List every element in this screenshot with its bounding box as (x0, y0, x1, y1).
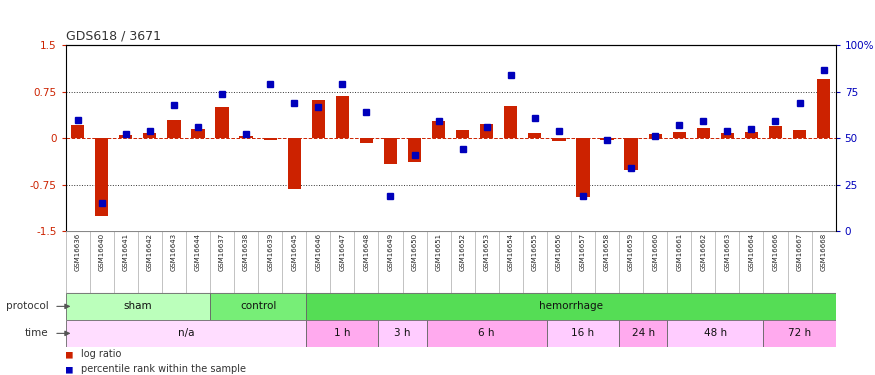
Bar (119, 135, 132, 138)
Text: GSM16638: GSM16638 (243, 233, 249, 271)
Text: GSM16660: GSM16660 (652, 233, 658, 271)
Text: GSM16652: GSM16652 (459, 233, 466, 271)
Bar (192, 129, 205, 138)
Text: GSM16655: GSM16655 (532, 233, 538, 271)
Bar (144, 133, 157, 138)
Text: GSM16653: GSM16653 (484, 233, 490, 271)
Text: GSM16637: GSM16637 (219, 233, 225, 271)
Bar (600, 138, 613, 140)
Text: hemorrhage: hemorrhage (539, 302, 603, 311)
Bar (721, 133, 734, 138)
Bar (288, 138, 301, 189)
Text: 24 h: 24 h (632, 328, 654, 338)
Text: log ratio: log ratio (81, 350, 122, 359)
Bar (625, 138, 638, 170)
Text: GSM16643: GSM16643 (171, 233, 177, 271)
Bar (648, 134, 662, 138)
Text: 16 h: 16 h (571, 328, 594, 338)
Text: GSM16656: GSM16656 (556, 233, 562, 271)
Text: ■: ■ (66, 364, 73, 374)
Text: GSM16640: GSM16640 (99, 233, 105, 271)
Bar (384, 138, 397, 164)
Text: GSM16668: GSM16668 (821, 233, 827, 271)
Bar (379, 320, 427, 347)
Bar (427, 320, 547, 347)
Text: n/a: n/a (178, 328, 194, 338)
Text: GSM16645: GSM16645 (291, 233, 298, 271)
Bar (306, 293, 836, 320)
Text: GSM16666: GSM16666 (773, 233, 779, 271)
Text: ■: ■ (66, 350, 73, 359)
Text: percentile rank within the sample: percentile rank within the sample (81, 364, 247, 374)
Text: GSM16663: GSM16663 (724, 233, 731, 271)
Text: GSM16654: GSM16654 (507, 233, 514, 271)
Bar (360, 138, 373, 143)
Bar (456, 130, 469, 138)
Bar (793, 130, 806, 138)
Bar (552, 138, 565, 141)
Text: GSM16636: GSM16636 (74, 233, 80, 271)
Bar (66, 320, 306, 347)
Bar (547, 320, 620, 347)
Bar (668, 320, 763, 347)
Bar (312, 100, 325, 138)
Text: 6 h: 6 h (479, 328, 495, 338)
Bar (432, 121, 445, 138)
Text: GDS618 / 3671: GDS618 / 3671 (66, 30, 161, 43)
Bar (240, 136, 253, 138)
Text: protocol: protocol (6, 302, 49, 311)
Text: GSM16649: GSM16649 (388, 233, 394, 271)
Text: GSM16646: GSM16646 (315, 233, 321, 271)
Bar (210, 293, 306, 320)
Text: GSM16639: GSM16639 (267, 233, 273, 271)
Bar (408, 138, 421, 162)
Bar (528, 133, 542, 138)
Bar (71, 124, 84, 138)
Text: GSM16661: GSM16661 (676, 233, 682, 271)
Text: GSM16659: GSM16659 (628, 233, 634, 271)
Bar (263, 138, 276, 140)
Text: GSM16667: GSM16667 (796, 233, 802, 271)
Bar (817, 80, 830, 138)
Text: 1 h: 1 h (334, 328, 351, 338)
Text: time: time (25, 328, 49, 338)
Bar (769, 126, 782, 138)
Text: GSM16648: GSM16648 (363, 233, 369, 271)
Text: 72 h: 72 h (788, 328, 811, 338)
Text: GSM16662: GSM16662 (700, 233, 706, 271)
Bar (504, 106, 517, 138)
Text: GSM16651: GSM16651 (436, 233, 442, 271)
Bar (167, 120, 180, 138)
Bar (66, 293, 210, 320)
Text: GSM16647: GSM16647 (340, 233, 346, 271)
Text: GSM16658: GSM16658 (604, 233, 610, 271)
Bar (95, 138, 108, 216)
Bar (745, 132, 758, 138)
Text: 3 h: 3 h (395, 328, 410, 338)
Bar (577, 138, 590, 197)
Bar (306, 320, 379, 347)
Text: GSM16642: GSM16642 (147, 233, 153, 271)
Text: 48 h: 48 h (704, 328, 727, 338)
Bar (480, 124, 494, 138)
Text: sham: sham (123, 302, 152, 311)
Text: GSM16657: GSM16657 (580, 233, 586, 271)
Text: GSM16641: GSM16641 (123, 233, 129, 271)
Text: GSM16664: GSM16664 (748, 233, 754, 271)
Bar (336, 96, 349, 138)
Bar (620, 320, 668, 347)
Bar (763, 320, 836, 347)
Bar (673, 132, 686, 138)
Bar (215, 107, 228, 138)
Text: GSM16650: GSM16650 (411, 233, 417, 271)
Text: control: control (240, 302, 276, 311)
Text: GSM16644: GSM16644 (195, 233, 201, 271)
Bar (696, 128, 710, 138)
